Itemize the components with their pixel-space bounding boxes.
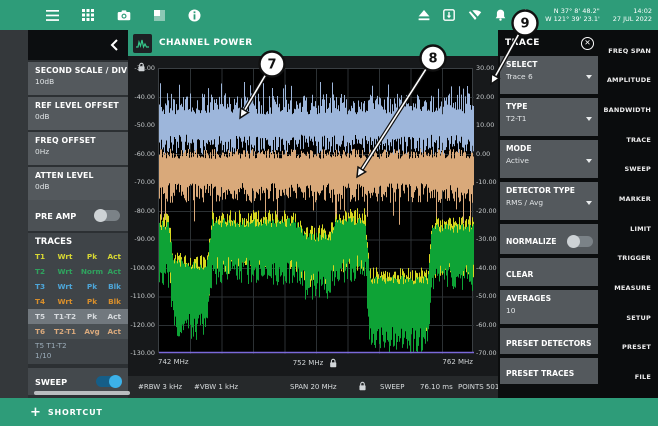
sweep-toggle[interactable] — [96, 376, 120, 387]
left-axis-tick-label: -50.00 — [128, 121, 155, 129]
trace-mode-button[interactable]: MODE Active — [500, 140, 598, 178]
normalize-button[interactable]: NORMALIZE — [500, 224, 598, 254]
menu-item-trace[interactable]: TRACE — [600, 136, 658, 144]
sidebar-collapse-button[interactable] — [28, 30, 128, 60]
left-rail — [0, 30, 28, 398]
left-axis-tick-label: -100.00 — [128, 264, 155, 272]
info-icon[interactable] — [188, 9, 201, 22]
freq-offset-button[interactable]: FREQ OFFSET 0Hz — [28, 132, 128, 165]
add-shortcut-button[interactable]: + SHORTCUT — [30, 406, 103, 419]
trace-row-t5[interactable]: T5T1-T2PkAct — [28, 309, 128, 324]
clock: 14:02 27 JUL 2022 — [613, 7, 652, 24]
gps-icon — [519, 9, 532, 22]
wifi-off-icon — [468, 9, 482, 21]
traces-title: TRACES — [28, 233, 128, 249]
sweep-time-value: 76.10 ms — [420, 383, 453, 391]
lock-icon — [328, 358, 337, 368]
chevron-down-icon — [586, 201, 592, 205]
trace-row-t6[interactable]: T6T2-T1AvgAct — [28, 324, 128, 339]
vbw-value[interactable]: #VBW 1 kHz — [194, 383, 238, 391]
menu-item-file[interactable]: FILE — [600, 373, 658, 381]
pre-amp-row[interactable]: PRE AMP — [28, 200, 128, 231]
camera-icon[interactable] — [117, 10, 131, 21]
capture-icon[interactable] — [443, 9, 455, 21]
clear-button[interactable]: CLEAR — [500, 258, 598, 286]
left-axis-tick-label: -70.00 — [128, 178, 155, 186]
sidebar-scrollbar[interactable] — [34, 391, 130, 395]
top-bar: N 37° 8' 48.2" W 121° 39' 23.1' 14:02 27… — [0, 0, 658, 30]
left-axis-tick-label: -110.00 — [128, 292, 155, 300]
analyzer-screen: N 37° 8' 48.2" W 121° 39' 23.1' 14:02 27… — [0, 0, 658, 426]
menu-icon[interactable] — [46, 10, 59, 21]
spectrum-traces — [159, 69, 474, 354]
menu-item-sweep[interactable]: SWEEP — [600, 165, 658, 173]
lock-icon — [358, 381, 367, 393]
chevron-left-icon — [110, 39, 118, 51]
trace-row-t3[interactable]: T3WrtPkBlk — [28, 279, 128, 294]
chevron-down-icon — [586, 159, 592, 163]
traces-footer: T5 T1-T2 1/10 — [28, 341, 128, 360]
menu-item-bandwidth[interactable]: BANDWIDTH — [600, 106, 658, 114]
close-icon[interactable]: ✕ — [581, 37, 594, 50]
trace-row-t4[interactable]: T4WrtPkBlk — [28, 294, 128, 309]
left-axis-tick-label: -90.00 — [128, 235, 155, 243]
center-freq-label[interactable]: 752 MHz — [293, 358, 338, 368]
spectrum-plot[interactable] — [158, 68, 473, 353]
bottom-bar: + SHORTCUT — [0, 398, 658, 426]
second-scale-div-button[interactable]: SECOND SCALE / DIV 10dB — [28, 62, 128, 95]
trace-type-button[interactable]: TYPE T2-T1 — [500, 98, 598, 136]
preset-traces-button[interactable]: PRESET TRACES — [500, 358, 598, 384]
left-axis-tick-label: -130.00 — [128, 349, 155, 357]
left-axis-tick-label: -80.00 — [128, 207, 155, 215]
pre-amp-toggle[interactable] — [96, 210, 120, 221]
display-icon[interactable] — [154, 10, 165, 21]
measurement-app-icon — [133, 34, 152, 53]
ref-level-offset-button[interactable]: REF LEVEL OFFSET 0dB — [28, 97, 128, 130]
trace-row-t1[interactable]: T1WrtPkAct — [28, 249, 128, 264]
eject-icon[interactable] — [418, 10, 430, 21]
preset-detectors-button[interactable]: PRESET DETECTORS — [500, 328, 598, 354]
trace-panel-title: TRACE — [505, 38, 540, 48]
points-value[interactable]: POINTS 501 — [458, 383, 499, 391]
settings-sidebar: SECOND SCALE / DIV 10dB REF LEVEL OFFSET… — [28, 30, 128, 398]
menu-item-amplitude[interactable]: AMPLITUDE — [600, 76, 658, 84]
normalize-toggle[interactable] — [569, 236, 593, 247]
trace-panel: TRACE ✕ SELECT Trace 6 TYPE T2-T1 MODE A… — [498, 30, 600, 398]
left-axis-tick-label: -60.00 — [128, 150, 155, 158]
menu-item-preset[interactable]: PRESET — [600, 343, 658, 351]
menu-item-marker[interactable]: MARKER — [600, 195, 658, 203]
rbw-value[interactable]: #RBW 3 kHz — [138, 383, 182, 391]
detector-type-button[interactable]: DETECTOR TYPE RMS / Avg — [500, 182, 598, 220]
bell-icon[interactable] — [495, 9, 506, 21]
span-value[interactable]: SPAN 20 MHz — [290, 383, 337, 391]
menu-item-freq-span[interactable]: FREQ SPAN — [600, 47, 658, 55]
sweep-label[interactable]: SWEEP — [380, 383, 404, 391]
menu-item-trigger[interactable]: TRIGGER — [600, 254, 658, 262]
menu-item-setup[interactable]: SETUP — [600, 314, 658, 322]
measurement-title: CHANNEL POWER — [159, 38, 253, 48]
trace-select-button[interactable]: SELECT Trace 6 — [500, 56, 598, 94]
right-menu: FREQ SPAN AMPLITUDE BANDWIDTH TRACE SWEE… — [600, 30, 658, 398]
plus-icon: + — [30, 406, 41, 419]
menu-item-measure[interactable]: MEASURE — [600, 284, 658, 292]
left-axis-tick-label: -30.00 — [128, 64, 155, 72]
apps-grid-icon[interactable] — [82, 9, 94, 21]
chevron-down-icon — [586, 117, 592, 121]
left-axis-tick-label: -120.00 — [128, 321, 155, 329]
trace-row-t2[interactable]: T2WrtNormAct — [28, 264, 128, 279]
averages-button[interactable]: AVERAGES 10 — [500, 290, 598, 324]
gps-coordinates: N 37° 8' 48.2" W 121° 39' 23.1' — [545, 7, 600, 23]
chevron-down-icon — [586, 75, 592, 79]
traces-panel: TRACES T1WrtPkAct T2WrtNormAct T3WrtPkBl… — [28, 233, 128, 364]
stop-freq-label[interactable]: 762 MHz — [442, 358, 473, 366]
atten-level-button[interactable]: ATTEN LEVEL 0dB — [28, 167, 128, 200]
menu-item-limit[interactable]: LIMIT — [600, 225, 658, 233]
start-freq-label[interactable]: 742 MHz — [158, 358, 189, 366]
left-axis-tick-label: -40.00 — [128, 93, 155, 101]
